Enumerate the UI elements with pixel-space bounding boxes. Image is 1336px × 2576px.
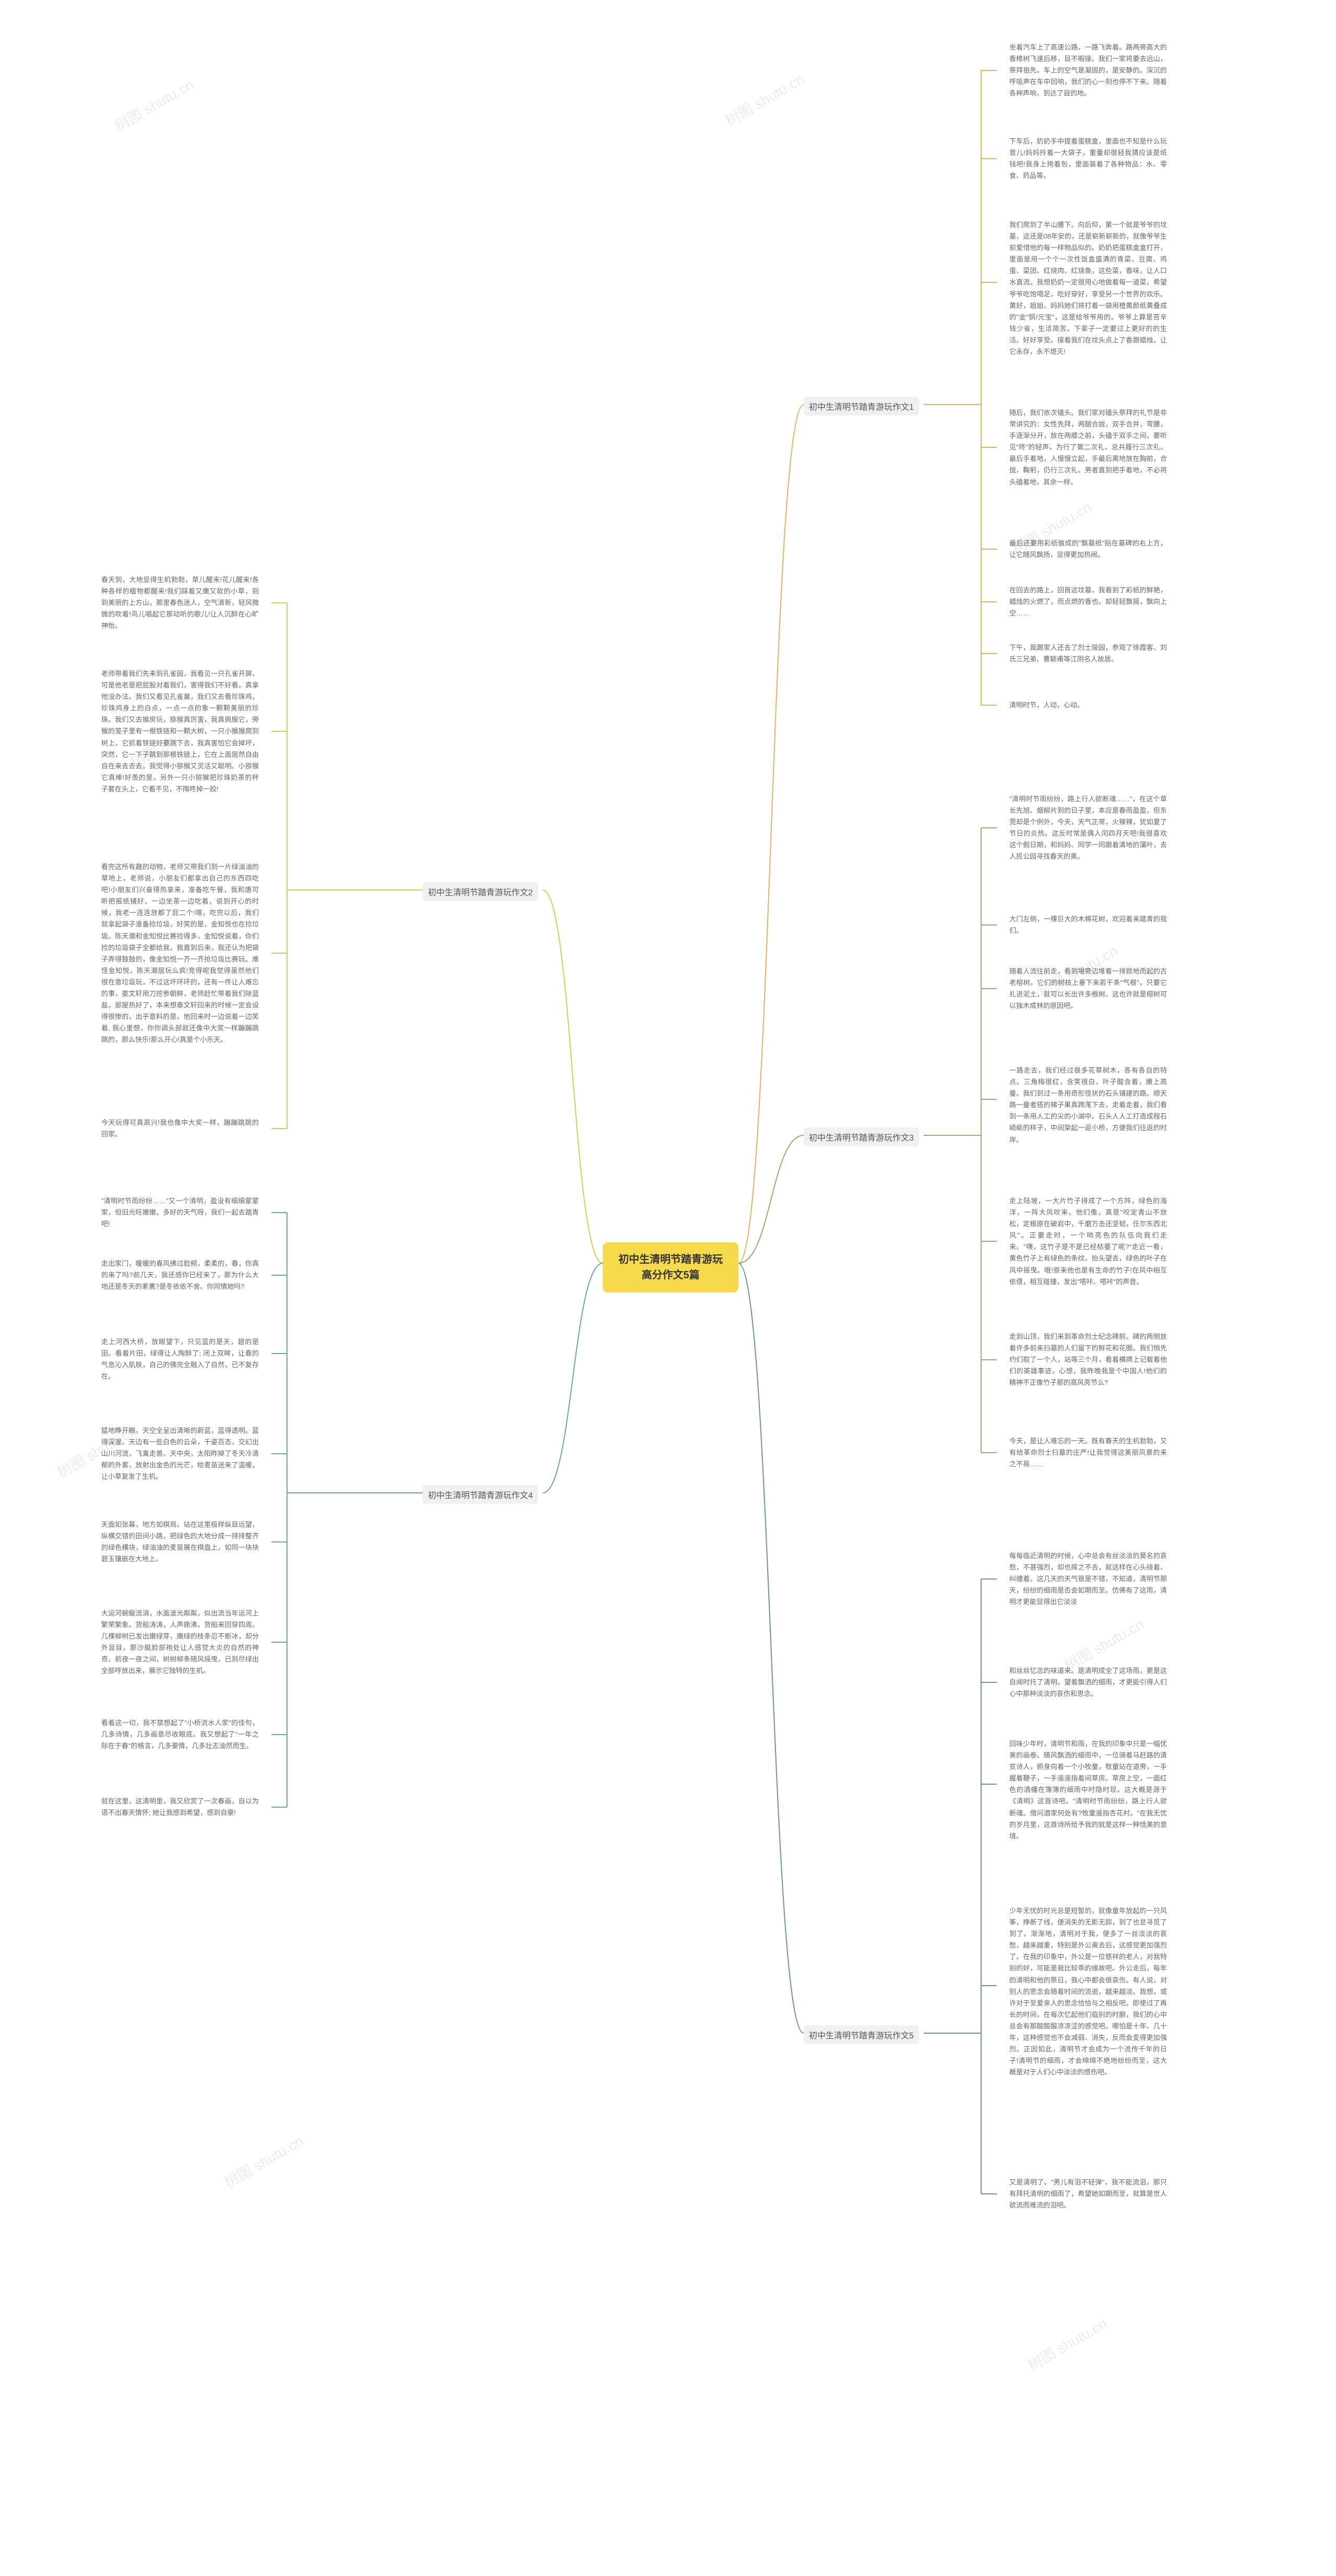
branch-label: 初中生清明节踏青游玩作文2 — [423, 882, 538, 901]
leaf-text: 走上陆坡，一大片竹子排成了一个方阵，绿色的海洋，一阵大风吹来，他们像，真是"咬定… — [1002, 1190, 1174, 1293]
leaf-text: 春天到，大地显得生机勃勃，草儿醒来!花儿醒来!各种各样的植物都醒来!我们踩着又嫩… — [94, 569, 266, 637]
branch-label: 初中生清明节踏青游玩作文4 — [423, 1485, 538, 1504]
leaf-text: 最后还要用彩纸做成的"飘墓纸"贴在墓碑的右上方，让它随风飘扬，显得更加热闹。 — [1002, 532, 1174, 566]
leaf-text: 回味少年时，清明节和雨，在我的印象中只是一幅优美的画卷。随风飘洒的细雨中，一位骑… — [1002, 1733, 1174, 1847]
leaf-text: 走出家门，暖暖的春风拂过脸颊，柔柔的，春，你真的来了吗?前几天，我还感你已经来了… — [94, 1253, 266, 1298]
leaf-text: 下车后，奶奶手中提着蛋糕盒，里面也不知是什么玩意儿!妈妈拎着一大袋子，重量却很轻… — [1002, 130, 1174, 187]
leaf-text: 每每临近清明的时候，心中总会有丝淡淡的莫名的哀愁，不甚强烈，却也挥之不去，就这样… — [1002, 1545, 1174, 1613]
leaf-text: 我们爬到了半山腰下。向后仰，第一个就是爷爷的坟墓，这还是08年安的，还是崭新崭新… — [1002, 214, 1174, 363]
leaf-text: 走到山顶，我们来到革命烈士纪念碑前。碑的两侧放着许多前来扫墓的人们留下的鲜花和花… — [1002, 1326, 1174, 1394]
leaf-text: 就在这里，这清明里，我又欣赏了一次春画，自以为语不出春天情怀; 她让我感到希望，… — [94, 1790, 266, 1824]
leaf-text: 和丝丝忆念的味道来。是清明成全了这场雨，更是这自闻时托了清明。望着飘洒的细雨，才… — [1002, 1660, 1174, 1705]
leaf-text: 大运河蜿蜒流淌，水面波光粼粼，似出流当年运河上繁荣繁象。货船涛涛，人声鼎沸，货船… — [94, 1602, 266, 1682]
branch-label: 初中生清明节踏青游玩作文5 — [804, 2025, 919, 2044]
leaf-text: 一路走去，我们经过很多花草树木，各有各自的特点。三角梅很红，含笑很白，叶子酸含着… — [1002, 1060, 1174, 1151]
leaf-text: 今天，是让人难忘的一天。既有春天的生机勃勃，又有给革命烈士扫墓的庄严!让我觉得这… — [1002, 1430, 1174, 1475]
leaf-text: 看着这一切，我不禁想起了"小桥流水人家"的佳句，几多诗情，几多画意尽收眼底。我又… — [94, 1712, 266, 1757]
leaf-text: 少年无忧的时光总是短暂的，就像童年放起的一只风筝，挣断了线，便消失的无影无踪，到… — [1002, 1900, 1174, 2083]
leaf-text: 下午，我跟家人还去了烈士陵园，参观了徐霞客、刘氏三兄弟、曹颖甫等江阴名人故居。 — [1002, 637, 1174, 670]
center-node: 初中生清明节踏青游玩高分作文5篇 — [603, 1242, 738, 1292]
leaf-text: 坐着汽车上了高速公路，一路飞奔着。路两旁高大的香樟树飞速后移，目不暇接。我们一家… — [1002, 37, 1174, 104]
leaf-text: "清明时节雨纷纷，路上行人欲断魂……"，在这个草长先旭、烟柳片到的日子里，本应是… — [1002, 788, 1174, 868]
leaf-text: 天面如张幕，地方如棋局。站在这里极样纵目远望，纵横交错的田间小路，把绿色的大地分… — [94, 1514, 266, 1570]
leaf-text: 今天玩得可真高兴!我也像中大奖一样，蹦蹦跳跳的回家。 — [94, 1112, 266, 1145]
leaf-text: 清明时节，人动，心动。 — [1002, 694, 1174, 716]
leaf-text: 又是清明了。"男儿有泪不轻弹"，我不能流泪，那只有拜托清明的细雨了，希望她如期而… — [1002, 2171, 1174, 2216]
leaf-text: 随着人流往前走，看到埸旁边堆着一排掀地而起的古老榕树。它们的树枝上垂下来若干条"… — [1002, 960, 1174, 1017]
branch-label: 初中生清明节踏青游玩作文3 — [804, 1127, 919, 1146]
leaf-text: 猛地睁开眼，天空全呈出清晰的蔚蓝，蓝得透明。蓝得深邃。天边有一些白色的云朵，千姿… — [94, 1420, 266, 1488]
branch-label: 初中生清明节踏青游玩作文1 — [804, 397, 919, 416]
leaf-text: 老师带着我们先来到孔雀园，我看见一只孔雀开屏，可是他老是把屁股对着我们，害得我们… — [94, 663, 266, 800]
leaf-text: 走上河西大桥，放眼望下，只见蓝的是天，碧的是田。看着片田，绿得让人陶醉了; 闭上… — [94, 1331, 266, 1387]
leaf-text: 随后，我们依次磕头。我们家对磕头祭拜的礼节是非常讲究的：女性先拜，两腿合拢，双手… — [1002, 402, 1174, 493]
leaf-text: "清明时节雨纷纷……"又一个清明，盈没有细细蒙蒙家，但旧光旺嫩嫩，多好的天气呀，… — [94, 1190, 266, 1235]
leaf-text: 看完这所有趣的动物，老师又带我们到一片绿油油的草地上，老师说，小朋友们都拿出自己… — [94, 856, 266, 1051]
leaf-text: 在回去的路上，回首这坟墓，我看到了彩纸的鲜艳，蜡烛的火燃了，而点燃的香也。却轻轻… — [1002, 579, 1174, 624]
leaf-text: 大门左侧，一棵巨大的木棉花树，欢迎着来踏青的我们。 — [1002, 908, 1174, 942]
